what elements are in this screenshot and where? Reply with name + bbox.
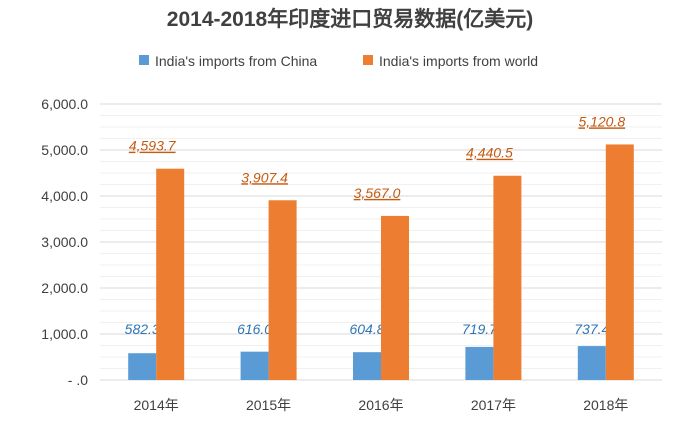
bar-world <box>493 175 522 380</box>
legend-swatch-china <box>139 55 149 65</box>
bars: 582.3 4,593.7 616.0 3,907.4 604.8 3,567.0 719.… <box>125 113 634 380</box>
y-axis: - .0 1,000.0 2,000.0 3,000.0 4,000.0 5,000.0 6… <box>41 96 88 388</box>
data-label-china: 719.7 <box>462 321 498 337</box>
bar-china <box>353 352 381 380</box>
y-tick-label: 4,000.0 <box>41 188 88 204</box>
bar-world <box>381 215 409 380</box>
legend: India's imports from China India's impor… <box>139 53 538 69</box>
data-label-china: 737.4 <box>574 321 609 337</box>
x-tick-label: 2015年 <box>246 397 291 413</box>
x-tick-label: 2017年 <box>471 397 516 413</box>
bar-world <box>268 200 297 380</box>
x-tick-label: 2018年 <box>583 397 628 413</box>
x-tick-label: 2014年 <box>134 397 179 413</box>
y-tick-label: 2,000.0 <box>41 280 88 296</box>
chart-title: 2014-2018年印度进口贸易数据(亿美元) <box>167 7 533 31</box>
bar-china <box>128 353 157 380</box>
bar-world <box>605 144 634 380</box>
legend-label-china: India's imports from China <box>155 53 317 69</box>
data-label-world: 4,593.7 <box>129 138 177 154</box>
bar-world <box>156 168 185 380</box>
data-label-china: 616.0 <box>237 321 272 337</box>
y-tick-label: - .0 <box>68 372 88 388</box>
data-label-china: 604.8 <box>349 321 384 337</box>
x-axis: 2014年 2015年 2016年 2017年 2018年 <box>134 397 629 413</box>
legend-label-world: India's imports from world <box>379 53 538 69</box>
legend-swatch-world <box>363 55 373 65</box>
y-tick-label: 1,000.0 <box>41 326 88 342</box>
data-label-world: 4,440.5 <box>466 145 513 161</box>
y-tick-label: 3,000.0 <box>41 234 88 250</box>
y-tick-label: 5,000.0 <box>41 142 88 158</box>
y-tick-label: 6,000.0 <box>41 96 88 112</box>
x-tick-label: 2016年 <box>358 397 403 413</box>
data-label-world: 5,120.8 <box>578 113 625 129</box>
data-label-china: 582.3 <box>125 321 160 337</box>
data-label-world: 3,907.4 <box>241 169 288 185</box>
bar-china <box>577 346 606 380</box>
data-label-world: 3,567.0 <box>354 185 401 201</box>
bar-china <box>240 351 269 380</box>
bar-china <box>465 346 494 380</box>
